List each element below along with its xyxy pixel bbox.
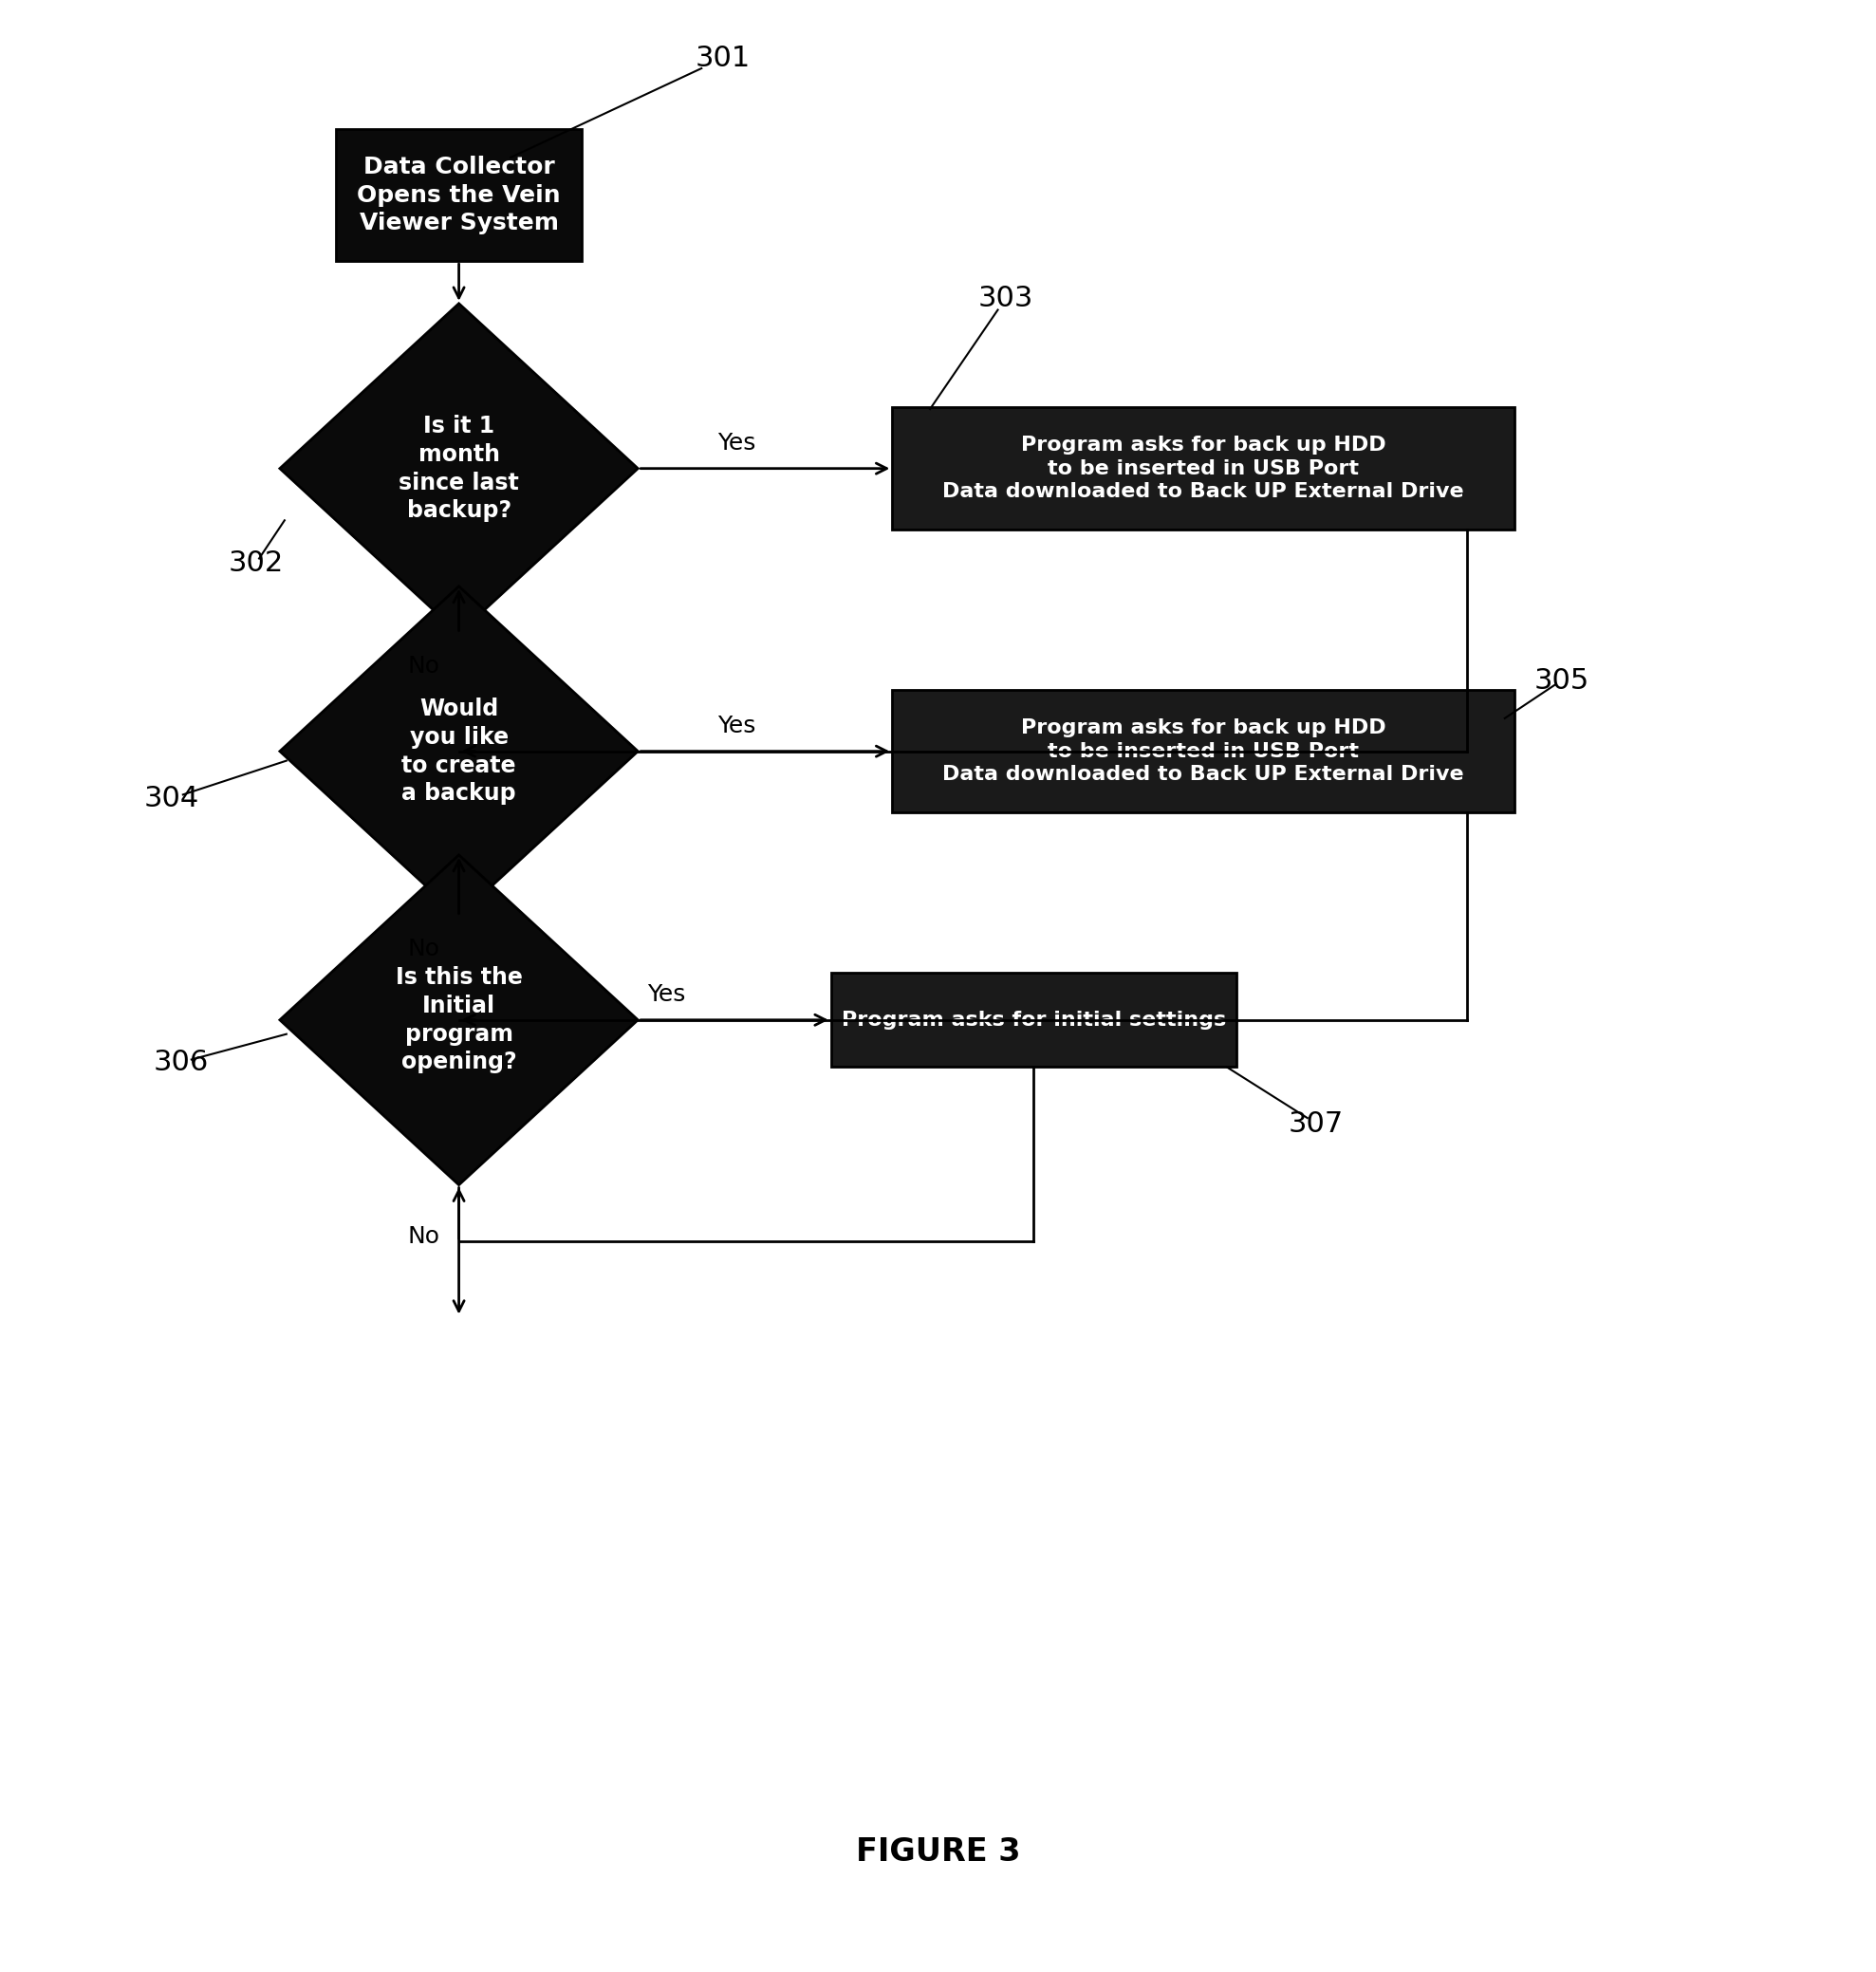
Text: No: No: [407, 655, 441, 678]
Text: No: No: [407, 939, 441, 960]
FancyBboxPatch shape: [336, 128, 582, 260]
Text: 304: 304: [144, 785, 199, 812]
Text: Is this the
Initial
program
opening?: Is this the Initial program opening?: [396, 966, 522, 1073]
FancyBboxPatch shape: [831, 972, 1236, 1067]
Text: 301: 301: [696, 45, 750, 73]
Text: Yes: Yes: [719, 432, 756, 454]
Text: 303: 303: [977, 286, 1034, 314]
Text: 305: 305: [1535, 667, 1589, 694]
FancyBboxPatch shape: [893, 406, 1514, 530]
Text: 302: 302: [229, 548, 283, 576]
Text: Is it 1
month
since last
backup?: Is it 1 month since last backup?: [400, 414, 520, 523]
Polygon shape: [280, 586, 638, 917]
Text: Yes: Yes: [647, 982, 685, 1006]
Polygon shape: [280, 304, 638, 633]
Polygon shape: [280, 856, 638, 1185]
Text: Would
you like
to create
a backup: Would you like to create a backup: [401, 698, 516, 805]
Text: No: No: [407, 1225, 441, 1248]
Text: FIGURE 3: FIGURE 3: [855, 1836, 1021, 1867]
Text: Program asks for back up HDD
to be inserted in USB Port
Data downloaded to Back : Program asks for back up HDD to be inser…: [942, 436, 1463, 501]
Text: Program asks for initial settings: Program asks for initial settings: [840, 1010, 1225, 1029]
Text: Yes: Yes: [719, 714, 756, 738]
Text: 307: 307: [1289, 1110, 1343, 1138]
Text: 306: 306: [154, 1049, 208, 1077]
Text: Program asks for back up HDD
to be inserted in USB Port
Data downloaded to Back : Program asks for back up HDD to be inser…: [942, 718, 1463, 785]
FancyBboxPatch shape: [893, 690, 1514, 812]
Text: Data Collector
Opens the Vein
Viewer System: Data Collector Opens the Vein Viewer Sys…: [356, 156, 561, 235]
